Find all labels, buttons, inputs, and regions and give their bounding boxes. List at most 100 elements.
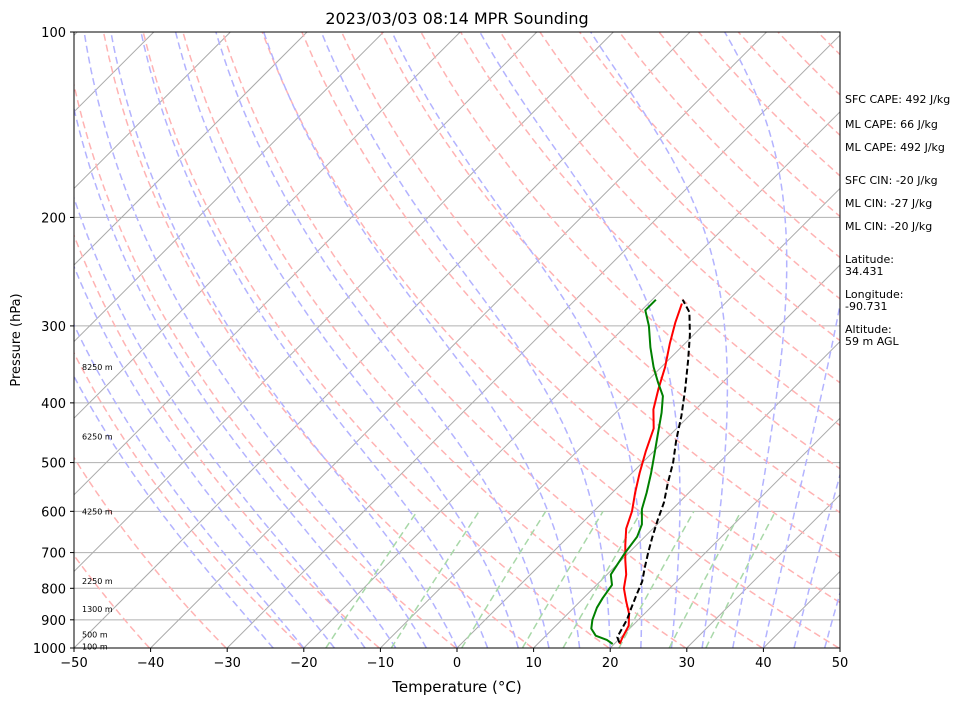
moist-adiabat-line — [479, 32, 681, 648]
y-tick-label: 500 — [41, 457, 66, 472]
moist-adiabat-line — [762, 300, 840, 648]
x-tick-label: −30 — [213, 656, 240, 671]
chart-title: 2023/03/03 08:14 MPR Sounding — [325, 9, 588, 28]
annotation-text: Altitude: — [845, 323, 892, 336]
dewpoint-line — [590, 298, 664, 645]
isotherm-line — [533, 340, 840, 648]
y-tick-label: 200 — [41, 211, 66, 226]
moist-adiabat-line — [74, 264, 335, 648]
dry-adiabat-line — [74, 351, 304, 648]
annotation-text: ML CAPE: 66 J/kg — [845, 118, 938, 131]
annotation-text: ML CAPE: 492 J/kg — [845, 141, 945, 154]
dry-adiabat-line — [340, 32, 840, 559]
temperature-line — [618, 303, 683, 645]
annotation-text: 59 m AGL — [845, 335, 900, 348]
isotherm-line — [150, 32, 767, 648]
background-lines — [74, 32, 961, 648]
altitude-label: 8250 m — [82, 363, 113, 372]
dry-adiabat-line — [142, 32, 610, 648]
y-tick-label: 700 — [41, 547, 66, 562]
annotation-text: SFC CIN: -20 J/kg — [845, 174, 938, 187]
x-tick-label: −10 — [367, 656, 394, 671]
annotation-text: ML CIN: -27 J/kg — [845, 197, 932, 210]
dry-adiabat-line — [499, 32, 840, 384]
annotation-text: Longitude: — [845, 288, 903, 301]
altitude-label: 100 m — [82, 643, 108, 652]
isotherm-line — [74, 32, 691, 648]
isotherm-line — [226, 34, 840, 648]
x-tick-label: 50 — [832, 656, 849, 671]
y-tick-label: 800 — [41, 582, 66, 597]
dry-adiabat-line — [380, 32, 840, 514]
isotherm-line — [609, 417, 840, 648]
dry-adiabat-line — [74, 554, 151, 648]
mixing-ratio-line — [705, 510, 777, 648]
mixing-ratio-line — [521, 510, 604, 648]
isotherm-line — [74, 32, 538, 496]
altitude-label: 1300 m — [82, 605, 113, 614]
y-tick-label: 900 — [41, 614, 66, 629]
annotation-text: Latitude: — [845, 253, 894, 266]
annotation-text: ML CIN: -20 J/kg — [845, 220, 932, 233]
x-tick-label: −40 — [137, 656, 164, 671]
mixing-ratio-line — [461, 510, 547, 648]
annotation-text: 34.431 — [845, 265, 884, 278]
altitude-label: 6250 m — [82, 433, 113, 442]
dry-adiabat-line — [539, 32, 840, 342]
dry-adiabat-line — [74, 233, 380, 648]
dry-adiabat-line — [301, 32, 840, 604]
annotation-text: -90.731 — [845, 300, 887, 313]
y-tick-label: 100 — [41, 26, 66, 41]
moist-adiabat-line — [74, 323, 305, 648]
axis-ticks: −50 −40 −30 −20 −10 0 10 20 30 40 50 100 200 300 400 50… — [33, 26, 848, 671]
moist-adiabat-line — [391, 32, 643, 648]
x-tick-label: 0 — [453, 656, 461, 671]
isotherm-line — [74, 32, 308, 266]
data-lines — [590, 298, 691, 645]
moist-adiabat-line — [140, 32, 489, 648]
x-tick-label: −50 — [60, 656, 87, 671]
moist-adiabat-line — [74, 105, 397, 648]
y-tick-label: 600 — [41, 505, 66, 520]
isotherm-line — [74, 32, 461, 419]
moist-adiabat-line — [724, 32, 788, 648]
isotherm-line — [686, 494, 840, 648]
moist-adiabat-line — [215, 32, 550, 648]
y-axis-label: Pressure (hPa) — [9, 293, 24, 386]
moist-adiabat-line — [74, 374, 274, 648]
altitude-label: 4250 m — [82, 507, 113, 516]
altitude-label: 500 m — [82, 630, 108, 639]
isotherm-line — [74, 32, 384, 343]
mixing-ratio-line — [618, 510, 695, 648]
moist-adiabat-line — [83, 32, 428, 648]
x-axis-label: Temperature (°C) — [391, 678, 521, 696]
dry-adiabat-line — [937, 32, 961, 648]
dry-adiabat-line — [74, 456, 227, 648]
moist-adiabat-line — [320, 32, 611, 648]
y-tick-label: 1000 — [33, 642, 66, 657]
moist-adiabat-line — [110, 32, 458, 648]
parcel-line — [616, 299, 691, 643]
moist-adiabat-line — [262, 32, 581, 648]
altitude-label: 2250 m — [82, 577, 113, 586]
moist-adiabat-line — [74, 195, 366, 648]
isotherm-line — [74, 32, 614, 573]
dry-adiabat-line — [221, 32, 763, 648]
x-tick-label: 30 — [679, 656, 696, 671]
y-tick-label: 300 — [41, 320, 66, 335]
dry-adiabat-line — [74, 81, 457, 648]
x-tick-label: 20 — [602, 656, 619, 671]
y-tick-label: 400 — [41, 397, 66, 412]
x-tick-label: −20 — [290, 656, 317, 671]
dry-adiabat-line — [578, 32, 840, 300]
dry-adiabat-line — [102, 32, 533, 648]
isotherm-line — [380, 187, 840, 648]
mixing-ratio-line — [390, 510, 480, 648]
altitude-labels: 8250 m 6250 m 4250 m 2250 m 1300 m 500 m 100 m — [82, 363, 113, 652]
isotherm-line — [303, 111, 840, 648]
mixing-ratio-line — [668, 510, 742, 648]
moist-adiabat-line — [174, 32, 520, 648]
x-tick-label: 10 — [525, 656, 542, 671]
moist-adiabat-line — [793, 472, 840, 648]
